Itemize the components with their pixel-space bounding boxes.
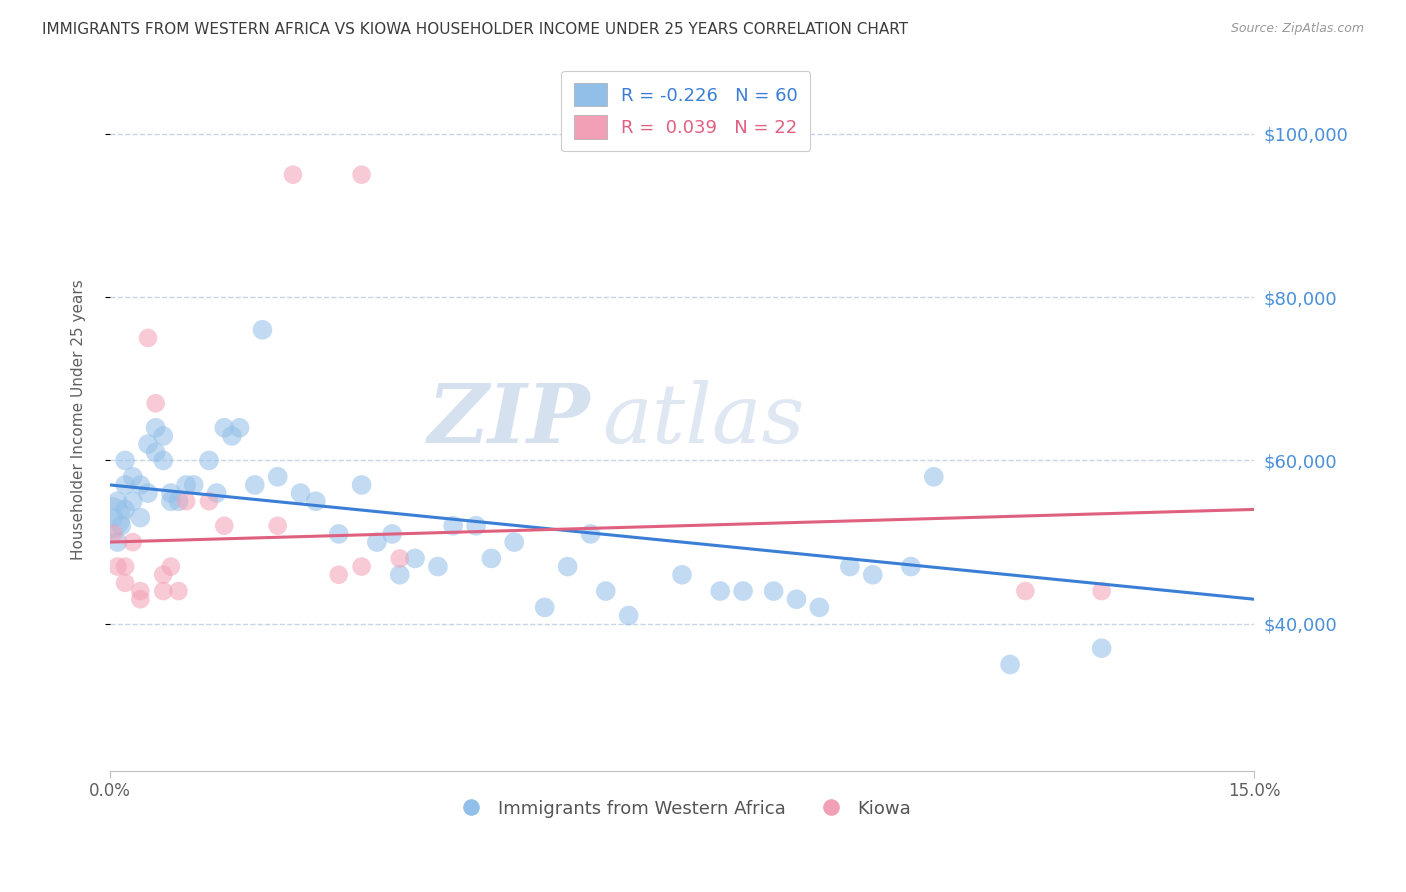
Point xyxy=(441,518,464,533)
Point xyxy=(267,518,290,533)
Point xyxy=(228,421,250,435)
Point xyxy=(998,657,1021,672)
Point xyxy=(167,584,190,599)
Point xyxy=(426,559,449,574)
Point xyxy=(114,575,136,590)
Point xyxy=(129,510,152,524)
Point xyxy=(152,567,174,582)
Point xyxy=(103,527,125,541)
Point xyxy=(388,551,411,566)
Point xyxy=(862,567,884,582)
Point xyxy=(160,494,183,508)
Y-axis label: Householder Income Under 25 years: Householder Income Under 25 years xyxy=(72,279,86,560)
Point xyxy=(107,535,129,549)
Point xyxy=(198,453,221,467)
Point xyxy=(110,518,132,533)
Point xyxy=(731,584,754,599)
Point xyxy=(671,567,693,582)
Point xyxy=(121,535,143,549)
Point xyxy=(174,478,197,492)
Point xyxy=(557,559,579,574)
Point xyxy=(900,559,922,574)
Point xyxy=(381,527,404,541)
Point xyxy=(205,486,228,500)
Text: ZIP: ZIP xyxy=(427,380,591,459)
Point xyxy=(243,478,266,492)
Point xyxy=(103,510,125,524)
Point xyxy=(595,584,617,599)
Text: IMMIGRANTS FROM WESTERN AFRICA VS KIOWA HOUSEHOLDER INCOME UNDER 25 YEARS CORREL: IMMIGRANTS FROM WESTERN AFRICA VS KIOWA … xyxy=(42,22,908,37)
Point xyxy=(404,551,426,566)
Point xyxy=(762,584,785,599)
Point xyxy=(136,437,159,451)
Point xyxy=(114,502,136,516)
Point xyxy=(129,478,152,492)
Point xyxy=(136,331,159,345)
Point xyxy=(160,559,183,574)
Point xyxy=(167,494,190,508)
Point xyxy=(503,535,526,549)
Point xyxy=(465,518,488,533)
Text: atlas: atlas xyxy=(602,380,804,459)
Point xyxy=(160,486,183,500)
Point xyxy=(152,453,174,467)
Point xyxy=(328,567,350,582)
Point xyxy=(388,567,411,582)
Point xyxy=(152,429,174,443)
Point xyxy=(136,486,159,500)
Point xyxy=(617,608,640,623)
Point xyxy=(1091,641,1114,656)
Point xyxy=(145,445,167,459)
Point xyxy=(281,168,304,182)
Point xyxy=(114,478,136,492)
Point xyxy=(709,584,731,599)
Point xyxy=(350,168,373,182)
Point xyxy=(922,469,945,483)
Point xyxy=(479,551,502,566)
Point xyxy=(145,396,167,410)
Point xyxy=(808,600,831,615)
Point xyxy=(114,453,136,467)
Point xyxy=(290,486,312,500)
Point xyxy=(838,559,860,574)
Point xyxy=(121,469,143,483)
Point xyxy=(145,421,167,435)
Point xyxy=(533,600,555,615)
Point xyxy=(198,494,221,508)
Point xyxy=(579,527,602,541)
Point xyxy=(252,323,274,337)
Point xyxy=(350,559,373,574)
Point xyxy=(305,494,328,508)
Point xyxy=(1091,584,1114,599)
Point xyxy=(221,429,243,443)
Point xyxy=(129,592,152,607)
Text: Source: ZipAtlas.com: Source: ZipAtlas.com xyxy=(1230,22,1364,36)
Point xyxy=(214,421,236,435)
Point xyxy=(366,535,388,549)
Point xyxy=(785,592,807,607)
Point xyxy=(129,584,152,599)
Point xyxy=(350,478,373,492)
Point xyxy=(267,469,290,483)
Point xyxy=(114,559,136,574)
Point xyxy=(152,584,174,599)
Point xyxy=(107,494,129,508)
Legend: Immigrants from Western Africa, Kiowa: Immigrants from Western Africa, Kiowa xyxy=(446,792,918,825)
Point xyxy=(183,478,205,492)
Point xyxy=(174,494,197,508)
Point xyxy=(98,510,121,524)
Point xyxy=(214,518,236,533)
Point xyxy=(328,527,350,541)
Point xyxy=(1014,584,1036,599)
Point xyxy=(107,559,129,574)
Point xyxy=(121,494,143,508)
